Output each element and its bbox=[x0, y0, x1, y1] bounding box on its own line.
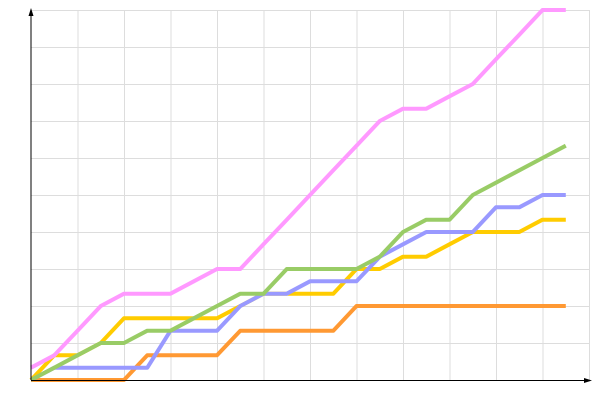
series-line-1 bbox=[30, 143, 567, 382]
series-line-3 bbox=[29, 217, 566, 382]
y-axis-arrow bbox=[28, 8, 34, 16]
series-lines bbox=[29, 8, 567, 382]
x-axis-arrow bbox=[584, 378, 592, 383]
series-line-0 bbox=[30, 8, 566, 370]
axes bbox=[28, 8, 592, 383]
series-line-2 bbox=[30, 193, 566, 382]
